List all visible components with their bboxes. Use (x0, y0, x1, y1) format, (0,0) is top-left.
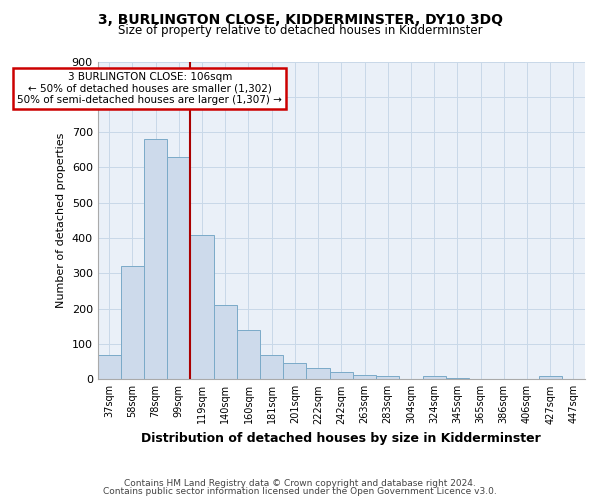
Bar (237, 330, 260, 380)
Bar (98, 354, 121, 380)
Bar (260, 354, 283, 380)
Bar (283, 362, 307, 380)
Bar (539, 376, 562, 380)
Bar (190, 234, 214, 380)
Bar (167, 157, 190, 380)
Text: Contains HM Land Registry data © Crown copyright and database right 2024.: Contains HM Land Registry data © Crown c… (124, 478, 476, 488)
Bar (214, 305, 237, 380)
X-axis label: Distribution of detached houses by size in Kidderminster: Distribution of detached houses by size … (142, 432, 541, 445)
Y-axis label: Number of detached properties: Number of detached properties (56, 132, 66, 308)
Bar (446, 378, 469, 380)
Text: Contains public sector information licensed under the Open Government Licence v3: Contains public sector information licen… (103, 487, 497, 496)
Text: 3 BURLINGTON CLOSE: 106sqm
← 50% of detached houses are smaller (1,302)
50% of s: 3 BURLINGTON CLOSE: 106sqm ← 50% of deta… (17, 72, 282, 106)
Text: Size of property relative to detached houses in Kidderminster: Size of property relative to detached ho… (118, 24, 482, 37)
Bar (144, 139, 167, 380)
Bar (376, 376, 400, 380)
Bar (330, 372, 353, 380)
Bar (307, 368, 330, 380)
Text: 3, BURLINGTON CLOSE, KIDDERMINSTER, DY10 3DQ: 3, BURLINGTON CLOSE, KIDDERMINSTER, DY10… (97, 12, 503, 26)
Bar (121, 266, 144, 380)
Bar (353, 375, 376, 380)
Bar (422, 376, 446, 380)
